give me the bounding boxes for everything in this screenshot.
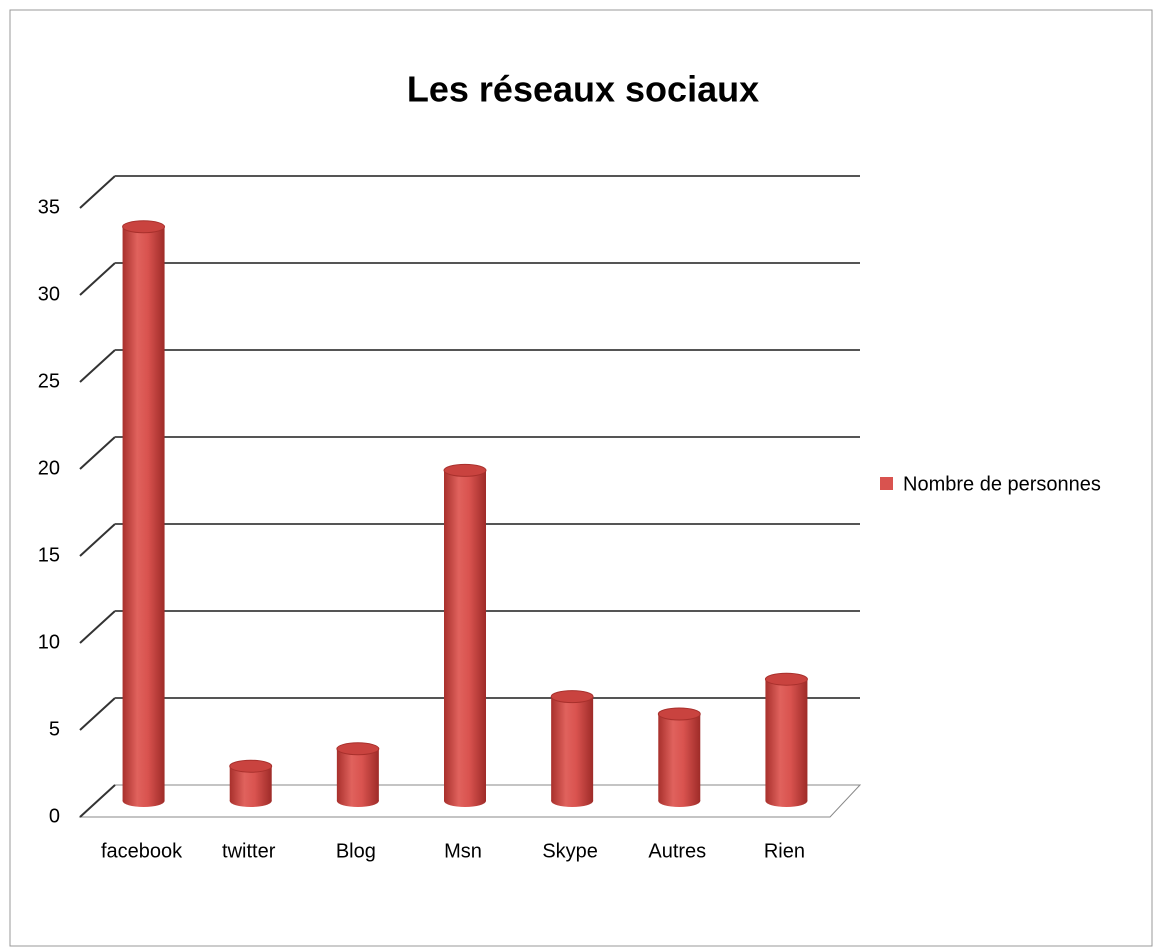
y-tick-label: 35 bbox=[38, 196, 60, 218]
chart-title: Les réseaux sociaux bbox=[407, 69, 759, 110]
bar-top bbox=[657, 707, 701, 721]
bar bbox=[764, 672, 808, 807]
bar-body bbox=[336, 748, 379, 801]
x-tick-label: Blog bbox=[336, 840, 376, 862]
tick-mark bbox=[79, 349, 116, 383]
bar-top bbox=[764, 672, 808, 686]
bar bbox=[550, 690, 594, 807]
bar-top bbox=[336, 742, 380, 756]
y-tick-label: 25 bbox=[38, 370, 60, 392]
tick-mark bbox=[79, 523, 116, 557]
tick-mark bbox=[79, 610, 116, 644]
bar bbox=[657, 707, 701, 807]
bar-body bbox=[122, 226, 165, 802]
bar-body bbox=[765, 679, 808, 801]
bar bbox=[229, 759, 273, 807]
x-tick-label: Rien bbox=[764, 840, 805, 862]
tick-mark bbox=[79, 262, 116, 296]
bar-bottom bbox=[658, 795, 701, 807]
x-tick-label: Skype bbox=[542, 840, 598, 862]
y-tick-label: 20 bbox=[38, 457, 60, 479]
tick-mark bbox=[79, 784, 116, 818]
bar-bottom bbox=[551, 795, 594, 807]
x-tick-label: twitter bbox=[222, 840, 276, 862]
y-tick-label: 30 bbox=[38, 283, 60, 305]
tick-mark bbox=[79, 175, 116, 209]
bar-top bbox=[550, 690, 594, 704]
bar-bottom bbox=[765, 795, 808, 807]
y-tick-label: 15 bbox=[38, 544, 60, 566]
x-tick-label: Msn bbox=[444, 840, 482, 862]
legend-label: Nombre de personnes bbox=[903, 473, 1101, 495]
bar-top bbox=[229, 759, 273, 773]
bar-top bbox=[443, 463, 487, 477]
y-tick-label: 5 bbox=[49, 718, 60, 740]
y-tick-label: 0 bbox=[49, 805, 60, 827]
legend-swatch bbox=[880, 477, 893, 490]
bar-body bbox=[444, 470, 486, 801]
bar-body bbox=[551, 696, 594, 801]
bar-bottom bbox=[122, 795, 165, 807]
tick-mark bbox=[79, 436, 116, 470]
bar bbox=[336, 742, 380, 807]
bar-bottom bbox=[229, 795, 272, 807]
bar bbox=[443, 463, 487, 807]
tick-mark bbox=[79, 697, 116, 731]
bar-body bbox=[658, 714, 701, 801]
bar-top bbox=[122, 220, 166, 234]
x-tick-label: Autres bbox=[648, 840, 706, 862]
bar bbox=[122, 220, 166, 807]
bar-bottom bbox=[444, 795, 486, 807]
x-tick-label: facebook bbox=[101, 840, 183, 862]
y-tick-label: 10 bbox=[38, 631, 60, 653]
bar-bottom bbox=[336, 795, 379, 807]
